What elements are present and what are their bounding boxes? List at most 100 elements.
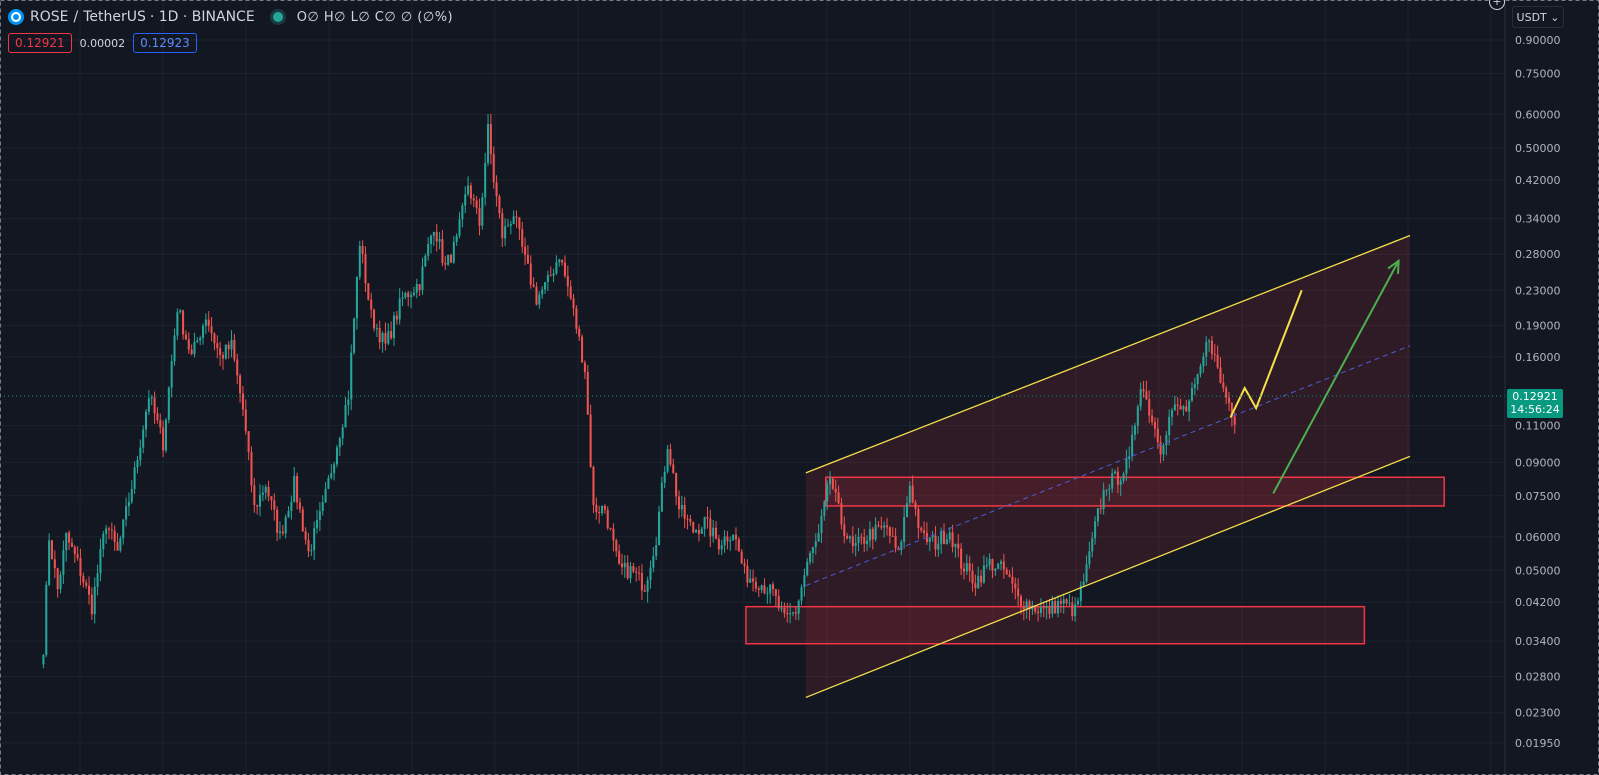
candle-body xyxy=(1190,387,1193,401)
candle-body xyxy=(392,315,395,339)
candle-body xyxy=(1208,340,1211,342)
candle-body xyxy=(281,531,284,534)
candle-body xyxy=(239,375,242,394)
channel-area xyxy=(805,235,1410,698)
candle-body xyxy=(754,581,757,589)
candle-body xyxy=(1125,459,1128,474)
support-zones xyxy=(745,476,1445,645)
candle-body xyxy=(256,505,259,507)
candle-body xyxy=(848,536,851,539)
candle-body xyxy=(777,596,780,609)
candle-body xyxy=(441,239,444,264)
candle-body xyxy=(410,295,413,298)
candle-body xyxy=(552,273,555,276)
candle-body xyxy=(221,354,224,359)
price-tick-label: 0.11000 xyxy=(1515,420,1561,433)
candle-body xyxy=(1193,384,1196,388)
candle-body xyxy=(364,253,367,284)
candle-body xyxy=(962,568,965,572)
candle-body xyxy=(287,510,290,518)
candle-body xyxy=(469,185,472,199)
candle-body xyxy=(695,530,698,533)
candle-body xyxy=(1213,354,1216,356)
candle-body xyxy=(1048,606,1051,614)
candle-body xyxy=(689,519,692,522)
candle-body xyxy=(563,262,566,276)
candle-body xyxy=(620,563,623,568)
candle-body xyxy=(723,536,726,546)
candle-body xyxy=(216,343,219,349)
symbol-header: ROSE / TetherUS · 1D · BINANCE O∅ H∅ L∅ … xyxy=(8,6,453,28)
candle-body xyxy=(675,472,678,497)
symbol-name[interactable]: ROSE xyxy=(30,9,69,25)
candle-body xyxy=(407,292,410,298)
projection-arrow-head xyxy=(1387,258,1400,274)
candle-body xyxy=(338,438,341,448)
price-tick-label: 0.23000 xyxy=(1515,284,1561,297)
candle-body xyxy=(601,505,604,513)
candle-body xyxy=(555,262,558,274)
candle-body xyxy=(472,198,475,201)
candle-body xyxy=(1019,596,1022,607)
channel-mid-line xyxy=(805,345,1411,587)
candle-body xyxy=(943,531,946,545)
candle-body xyxy=(666,449,669,472)
projection-green-arrow xyxy=(1272,260,1400,494)
candle-body xyxy=(278,531,281,533)
market-status-icon[interactable] xyxy=(272,12,283,22)
candle-body xyxy=(1059,600,1062,604)
candle-body xyxy=(1042,607,1045,609)
candle-body xyxy=(1076,600,1079,605)
candle-body xyxy=(826,484,829,502)
candle-body xyxy=(204,319,207,326)
spread-value: 0.00002 xyxy=(79,36,126,50)
candle-body xyxy=(703,517,706,529)
candle-body xyxy=(931,535,934,538)
currency-selector[interactable]: USDT ⌄ xyxy=(1512,6,1564,28)
candle-body xyxy=(247,431,250,452)
candle-body xyxy=(1062,599,1065,604)
candle-body xyxy=(817,533,820,542)
candle-body xyxy=(321,502,324,512)
candle-body xyxy=(90,594,93,615)
candle-body xyxy=(53,559,56,569)
candle-body xyxy=(905,503,908,518)
candle-body xyxy=(127,501,130,507)
price-tick-label: 0.34000 xyxy=(1515,213,1561,226)
candle-body xyxy=(430,235,433,244)
candle-body xyxy=(125,506,128,520)
candle-body xyxy=(974,583,977,589)
candle-body xyxy=(840,503,843,525)
candle-body xyxy=(401,297,404,299)
candle-body xyxy=(968,563,971,571)
candle-body xyxy=(809,552,812,562)
candle-body xyxy=(1096,508,1099,522)
candle-body xyxy=(800,587,803,601)
candle-body xyxy=(341,427,344,439)
price-axis[interactable]: 0.90000 0.75000 0.60000 0.50000 0.42000 0.340… xyxy=(1504,0,1599,775)
candle-body xyxy=(202,325,205,338)
candle-body xyxy=(891,535,894,537)
candle-body xyxy=(210,326,213,334)
buy-button[interactable]: 0.12923 xyxy=(133,33,197,53)
sell-button[interactable]: 0.12921 xyxy=(8,33,72,53)
price-tick-label: 0.09000 xyxy=(1515,456,1561,469)
candle-body xyxy=(1051,601,1054,614)
candle-body xyxy=(883,525,886,528)
candle-body xyxy=(435,231,438,242)
candle-body xyxy=(509,223,512,226)
candle-body xyxy=(823,501,826,516)
candle-body xyxy=(886,525,889,528)
candle-body xyxy=(1202,356,1205,367)
ohlc-values: O∅ H∅ L∅ C∅ ∅ (∅%) xyxy=(296,9,454,25)
candle-body xyxy=(116,542,119,551)
last-price-tag: 0.12921 14:56:24 xyxy=(1507,389,1563,419)
candle-body xyxy=(712,527,715,537)
candle-body xyxy=(871,528,874,540)
candle-body xyxy=(330,473,333,479)
candle-body xyxy=(908,485,911,504)
candle-body xyxy=(224,344,227,359)
candle-body xyxy=(358,245,361,277)
candle-body xyxy=(874,525,877,540)
